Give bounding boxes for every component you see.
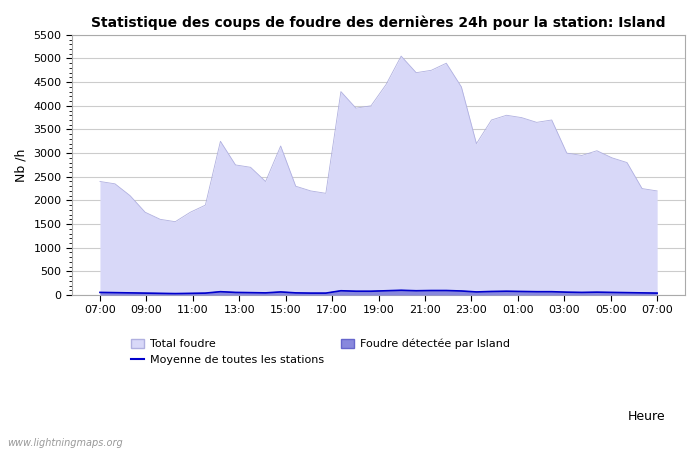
Text: Heure: Heure [627,410,665,423]
Text: www.lightningmaps.org: www.lightningmaps.org [7,438,122,448]
Y-axis label: Nb /h: Nb /h [15,148,28,182]
Title: Statistique des coups de foudre des dernières 24h pour la station: Island: Statistique des coups de foudre des dern… [91,15,666,30]
Legend: Total foudre, Moyenne de toutes les stations, Foudre détectée par Island: Total foudre, Moyenne de toutes les stat… [127,334,514,370]
